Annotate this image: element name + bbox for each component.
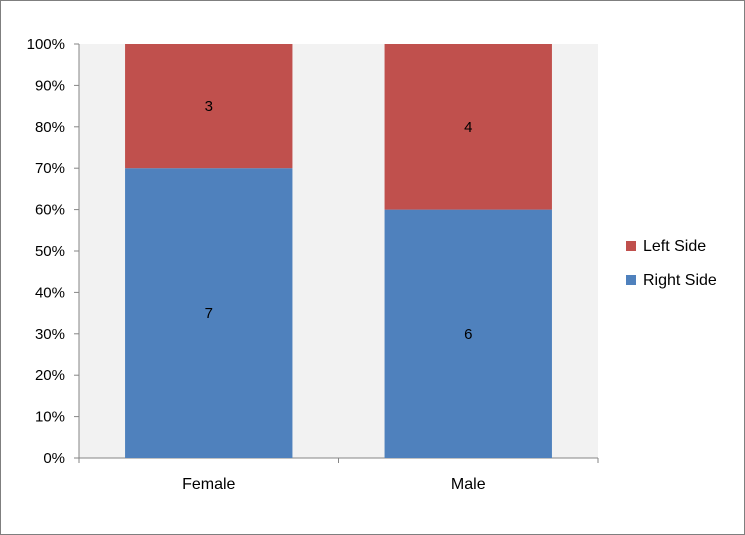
x-axis: Female Male (78, 457, 599, 493)
legend-label: Right Side (643, 272, 717, 289)
bar-segment (384, 44, 552, 210)
legend-label: Left Side (643, 238, 706, 255)
y-tick-label: 20% (35, 367, 65, 384)
y-tick-label: 30% (35, 326, 65, 343)
y-axis: 0% 10% 20% 30% 40% 50% 60% 70% 80% 90% 100% (27, 36, 80, 467)
bar-segment (384, 209, 552, 458)
bars: 7 3 6 4 (125, 44, 552, 458)
legend-swatch (626, 275, 636, 285)
y-tick-label: 40% (35, 284, 65, 301)
x-category-label: Female (182, 476, 235, 493)
y-tick-label: 60% (35, 202, 65, 219)
y-tick-label: 70% (35, 160, 65, 177)
y-tick-label: 0% (43, 450, 65, 467)
data-label: 6 (464, 326, 472, 343)
legend: Left Side Right Side (626, 238, 717, 289)
bar-segment (125, 44, 293, 169)
bar-segment (125, 168, 293, 458)
y-tick-label: 50% (35, 243, 65, 260)
y-tick-label: 10% (35, 409, 65, 426)
x-category-label: Male (451, 476, 486, 493)
data-label: 7 (205, 305, 213, 322)
y-tick-label: 80% (35, 119, 65, 136)
data-label: 3 (205, 98, 213, 115)
y-tick-label: 90% (35, 77, 65, 94)
data-label: 4 (464, 119, 472, 136)
y-tick-label: 100% (27, 36, 65, 53)
legend-swatch (626, 241, 636, 251)
